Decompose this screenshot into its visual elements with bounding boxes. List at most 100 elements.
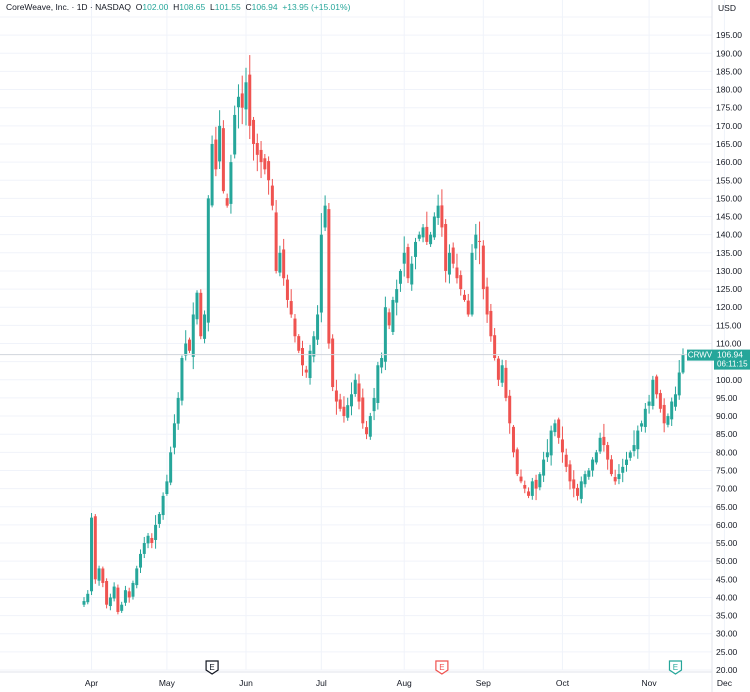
x-tick-label: Jun	[239, 678, 253, 688]
x-axis[interactable]: AprMayJunJulAugSepOctNovDec2026Feb	[0, 671, 750, 688]
candle-body	[414, 241, 418, 257]
candle-body	[636, 430, 640, 450]
y-tick-label: 170.00	[716, 121, 742, 131]
candle-body	[417, 234, 421, 239]
candle-body	[447, 252, 451, 275]
candle-body	[564, 454, 568, 467]
y-tick-label: 50.00	[716, 556, 738, 566]
candle-body	[410, 263, 414, 285]
y-tick-label: 150.00	[716, 193, 742, 203]
candle-body	[493, 335, 497, 359]
candle-body	[643, 408, 647, 427]
events-row: EEE⚡	[205, 660, 683, 675]
y-axis[interactable]: 20.00 25.00 30.00 35.00 40.00 45.00 50.00 55.00…	[711, 0, 742, 692]
candle-body	[673, 394, 677, 407]
candle-body	[146, 535, 150, 544]
candle-body	[444, 224, 448, 271]
candle-body	[338, 399, 342, 409]
candle-body	[662, 404, 666, 424]
candle-body	[640, 423, 644, 427]
y-tick-label: 25.00	[716, 647, 738, 657]
high-label: H	[173, 2, 180, 12]
candle-body	[218, 125, 222, 162]
change-value: +13.95 (+15.01%)	[282, 2, 351, 12]
candle-body	[606, 445, 610, 460]
candle-body	[90, 517, 94, 592]
y-tick-label: 175.00	[716, 103, 742, 113]
candle-body	[150, 537, 154, 544]
candle-body	[628, 452, 632, 458]
candle-body	[304, 369, 308, 373]
grid	[0, 0, 725, 671]
candle-body	[609, 459, 613, 475]
earnings-event-icon[interactable]: E	[205, 660, 219, 675]
candle-body	[425, 226, 429, 242]
low-label: L	[210, 2, 215, 12]
y-tick-label: 30.00	[716, 629, 738, 639]
candle-body	[387, 312, 391, 326]
candle-body	[270, 185, 274, 206]
candle-body	[97, 568, 101, 581]
candle-body	[655, 376, 659, 395]
candle-body	[157, 514, 161, 524]
y-tick-label: 165.00	[716, 139, 742, 149]
candle-body	[508, 395, 512, 424]
candle-body	[459, 275, 463, 290]
candle-body	[82, 601, 86, 605]
candle-body	[613, 477, 617, 482]
candle-body	[624, 459, 628, 465]
candle-body	[523, 484, 527, 489]
candle-body	[101, 568, 105, 583]
candle-body	[591, 459, 595, 471]
x-tick-label: Dec	[717, 678, 733, 688]
x-tick-label: Sep	[476, 678, 491, 688]
candle-body	[240, 93, 244, 108]
y-tick-label: 40.00	[716, 592, 738, 602]
candle-body	[244, 82, 248, 110]
candle-body	[199, 292, 203, 337]
candle-body	[357, 383, 361, 402]
candle-body	[105, 580, 109, 605]
currency-label[interactable]: USD	[718, 3, 736, 13]
candle-body	[557, 419, 561, 438]
y-tick-label: 100.00	[716, 375, 742, 385]
candle-body	[406, 247, 410, 279]
x-tick-label: Oct	[556, 678, 570, 688]
earnings-event-icon[interactable]: E	[668, 660, 683, 675]
y-tick-label: 70.00	[716, 484, 738, 494]
candle-body	[436, 205, 440, 218]
x-tick-label: Aug	[397, 678, 412, 688]
y-tick-label: 185.00	[716, 66, 742, 76]
candle-body	[297, 336, 301, 351]
earnings-event-icon[interactable]: E	[435, 660, 449, 675]
candle-body	[214, 139, 218, 170]
candle-body	[500, 365, 504, 383]
candle-body	[139, 553, 143, 568]
y-tick-label: 135.00	[716, 248, 742, 258]
candle-body	[323, 205, 327, 228]
candle-body	[123, 590, 127, 603]
high-value: 108.65	[179, 2, 206, 12]
candle-body	[632, 445, 636, 452]
candle-body	[658, 393, 662, 409]
x-tick-label: Apr	[85, 678, 98, 688]
candle-body	[285, 279, 289, 300]
y-tick-label: 125.00	[716, 284, 742, 294]
candle-body	[259, 149, 263, 163]
candle-body	[538, 474, 542, 488]
candle-body	[169, 452, 173, 483]
y-tick-label: 195.00	[716, 30, 742, 40]
candle-body	[255, 143, 259, 155]
candle-body	[478, 240, 482, 242]
candle-body	[527, 491, 531, 496]
y-tick-label: 60.00	[716, 520, 738, 530]
candle-body	[112, 586, 116, 599]
candle-body	[86, 593, 90, 603]
candle-body	[466, 300, 470, 315]
candle-body	[346, 405, 350, 418]
candle-body	[647, 401, 651, 406]
y-tick-label: 35.00	[716, 611, 738, 621]
symbol-name[interactable]: CoreWeave, Inc. · 1D · NASDAQ	[6, 2, 132, 12]
